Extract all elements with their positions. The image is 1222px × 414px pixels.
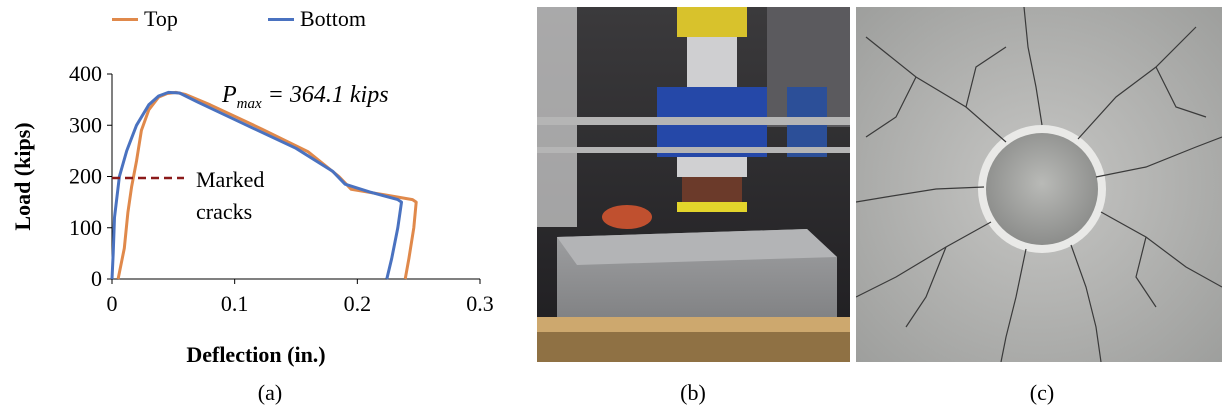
marked-cracks-annotation: Marked cracks xyxy=(196,164,264,228)
legend-swatch-bottom xyxy=(268,17,294,21)
cracked-slab-image xyxy=(856,7,1222,362)
chart-labels: 0 0.1 0.2 0.3 0 100 200 300 400 Deflection (in.) L… xyxy=(10,61,494,367)
chart-series-group xyxy=(110,90,418,280)
load-deflection-chart: 0 0.1 0.2 0.3 0 100 200 300 400 Deflection (in.) L… xyxy=(10,61,494,367)
legend-item-top: Top xyxy=(112,6,178,32)
y-tick-label: 0 xyxy=(91,266,102,291)
legend-swatch-top xyxy=(112,17,138,21)
x-tick-label: 0.2 xyxy=(344,291,372,316)
pmax-subscript: max xyxy=(236,95,262,112)
series-line-top xyxy=(116,90,418,280)
y-axis-label: Load (kips) xyxy=(10,122,35,230)
y-tick-label: 100 xyxy=(69,215,102,240)
legend-label-top: Top xyxy=(144,6,178,31)
caption-a: (a) xyxy=(257,380,283,405)
cracked-slab-photo xyxy=(856,7,1222,362)
y-tick-label: 300 xyxy=(69,112,102,137)
pmax-symbol: P xyxy=(222,82,237,108)
x-axis-label: Deflection (in.) xyxy=(186,342,325,367)
chart-panel: 0 0.1 0.2 0.3 0 100 200 300 400 Deflection (in.) L… xyxy=(0,0,520,414)
legend-item-bottom: Bottom xyxy=(268,6,366,32)
caption-c: (c) xyxy=(1029,380,1055,405)
y-tick-label: 400 xyxy=(69,61,102,86)
legend-label-bottom: Bottom xyxy=(300,6,367,31)
chart-axes xyxy=(107,73,481,284)
y-tick-label: 200 xyxy=(69,164,102,189)
test-setup-photo xyxy=(537,7,850,362)
test-setup-image xyxy=(537,7,850,362)
marked-cracks-line2: cracks xyxy=(196,199,253,224)
marked-cracks-line1: Marked xyxy=(196,167,265,192)
caption-b: (b) xyxy=(680,380,706,405)
x-tick-label: 0.3 xyxy=(466,291,494,316)
series-line-bottom xyxy=(110,90,403,280)
x-tick-label: 0.1 xyxy=(221,291,249,316)
x-tick-label: 0 xyxy=(107,291,118,316)
pmax-value: = 364.1 kips xyxy=(261,82,389,108)
pmax-annotation: Pmax = 364.1 kips xyxy=(222,82,389,113)
